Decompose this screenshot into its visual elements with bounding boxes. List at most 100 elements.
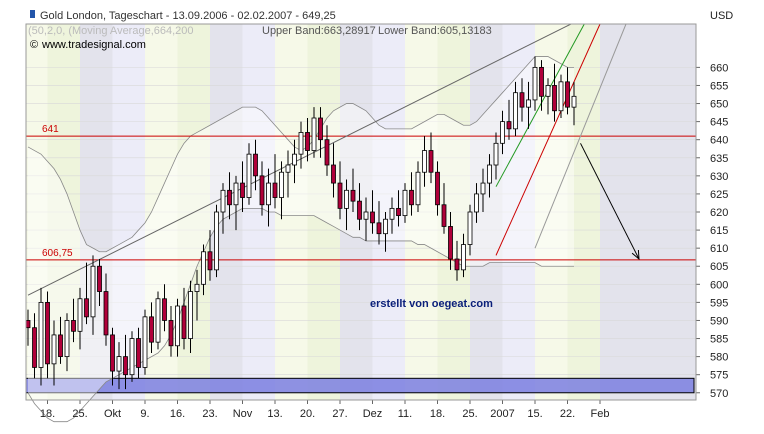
arrow-shaft <box>580 143 640 260</box>
y-tick-label: 580 <box>710 352 728 364</box>
candle-body <box>461 244 466 271</box>
candle-body <box>311 117 317 151</box>
y-tick-label: 570 <box>710 388 728 400</box>
candle-body <box>90 265 96 318</box>
y-tick-label: 645 <box>710 117 728 129</box>
candle-body <box>318 117 323 141</box>
x-tick-label: 20. <box>300 408 315 420</box>
candle-body <box>331 164 336 184</box>
candle-body <box>396 207 401 217</box>
x-tick-label: Okt <box>104 408 121 420</box>
indicator-overlay: (50,2,0, (Moving Average,664,200 <box>28 25 194 37</box>
candle-body <box>227 189 232 206</box>
candle-body <box>110 334 115 372</box>
x-tick-label: 27. <box>332 408 347 420</box>
candle-body <box>233 182 239 206</box>
candle-body <box>383 218 388 235</box>
x-tick-label: Nov <box>233 408 253 420</box>
candle-body <box>467 211 473 245</box>
candle-body <box>142 316 148 368</box>
y-tick-label: 640 <box>710 135 728 147</box>
candle-body <box>51 334 57 365</box>
x-tick-label: 18. <box>430 408 445 420</box>
candle-body <box>305 132 310 151</box>
candle-body <box>337 182 343 209</box>
candle-body <box>448 226 453 260</box>
candle-body <box>422 150 427 173</box>
x-tick-label: Feb <box>591 408 610 420</box>
candle-body <box>571 95 577 108</box>
x-tick-label: 18. <box>40 408 55 420</box>
forecast-arrow <box>580 143 640 261</box>
x-tick-label: 23. <box>202 408 217 420</box>
y-tick-label: 595 <box>710 297 728 309</box>
candle-body <box>97 265 102 292</box>
candle-body <box>428 150 434 173</box>
y-tick-label: 585 <box>710 334 728 346</box>
candle-body <box>259 175 265 206</box>
candlesticks <box>25 56 577 390</box>
y-tick-label: 660 <box>710 62 728 74</box>
candle-body <box>506 121 512 130</box>
candle-body <box>240 182 245 198</box>
candle-body <box>201 251 206 285</box>
y-axis: 570 575 580 585 590 595 600 605 610 615 620 625 630 6… <box>696 62 728 400</box>
candle-body <box>454 258 460 271</box>
candle-body <box>103 291 109 336</box>
candle-body <box>513 92 518 130</box>
arrow-head <box>631 249 640 261</box>
candle-body <box>370 211 375 224</box>
chart-symbol-icon <box>30 10 35 18</box>
candle-body <box>357 200 362 220</box>
x-tick-label: 16. <box>170 408 185 420</box>
x-tick-label: 15. <box>527 408 542 420</box>
support-zone-rect <box>25 377 695 394</box>
candle-body <box>415 171 421 206</box>
y-tick-label: 600 <box>710 279 728 291</box>
candle-body <box>487 164 492 184</box>
candle-body <box>136 338 141 368</box>
candle-body <box>162 298 167 321</box>
candle-body <box>279 171 284 198</box>
level-label: 641 <box>42 124 59 135</box>
lower-band-label: Lower Band:605,13183 <box>378 25 492 37</box>
candle-body <box>565 81 570 108</box>
candle-body <box>539 66 544 97</box>
candle-body <box>77 298 83 332</box>
candle-body <box>175 305 180 347</box>
candle-body <box>45 301 50 365</box>
y-tick-label: 575 <box>710 370 728 382</box>
candle-body <box>246 153 252 198</box>
x-axis: 18. 25. Okt 9. 16. 23. Nov 13. 20. 27. Dez 11. 18. 25… <box>40 400 610 420</box>
candle-body <box>64 320 70 358</box>
y-tick-label: 615 <box>710 225 728 237</box>
parallel-channel-line <box>534 24 627 249</box>
candle-body <box>207 251 213 271</box>
candle-body <box>409 189 414 206</box>
candle-body <box>220 189 226 213</box>
copyright-icon: © <box>30 39 38 51</box>
y-tick-label: 655 <box>710 80 728 92</box>
candle-body <box>272 182 278 198</box>
candle-body <box>181 305 187 339</box>
candle-body <box>285 164 291 173</box>
candle-body <box>344 189 349 209</box>
candle-body <box>441 204 447 227</box>
author-annotation: erstellt von oegeat.com <box>370 298 493 310</box>
candle-body <box>376 222 382 235</box>
candle-body <box>552 85 557 112</box>
plot-frame <box>25 23 697 401</box>
y-tick-label: 620 <box>710 207 728 219</box>
candle-body <box>168 320 174 347</box>
candle-body <box>363 211 369 220</box>
x-tick-label: 25. <box>462 408 477 420</box>
candle-body <box>129 338 135 376</box>
candle-body <box>402 189 408 217</box>
steep-support-line <box>495 24 601 256</box>
candle-body <box>38 301 44 368</box>
candle-body <box>188 291 193 339</box>
candle-body <box>389 207 395 220</box>
candle-body <box>194 283 200 292</box>
candle-body <box>350 189 356 202</box>
